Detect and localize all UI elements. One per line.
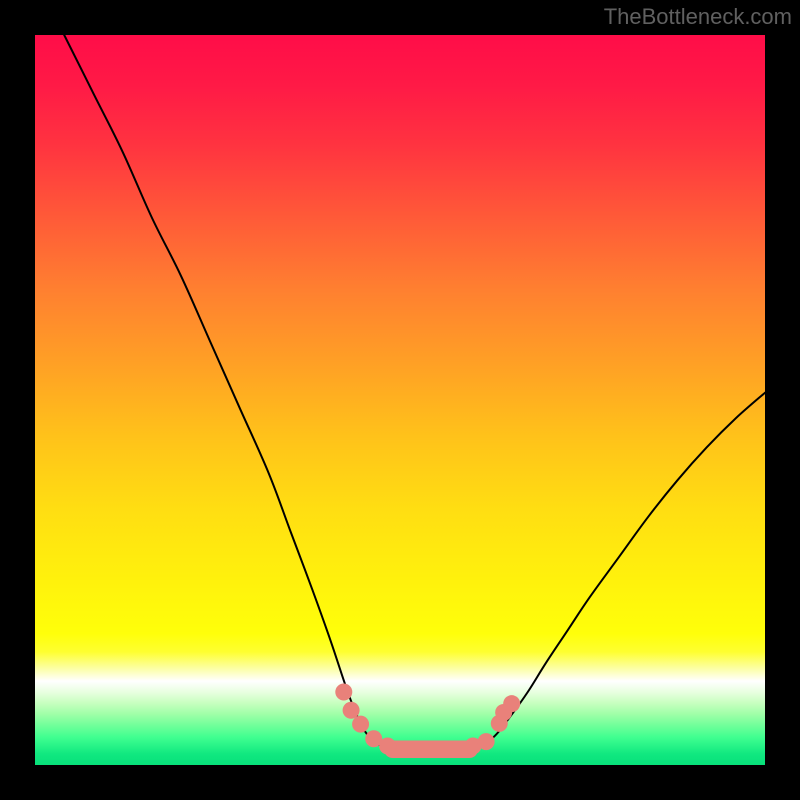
chart-container: TheBottleneck.com — [0, 0, 800, 800]
bottleneck-chart — [0, 0, 800, 800]
watermark-text: TheBottleneck.com — [604, 4, 792, 30]
